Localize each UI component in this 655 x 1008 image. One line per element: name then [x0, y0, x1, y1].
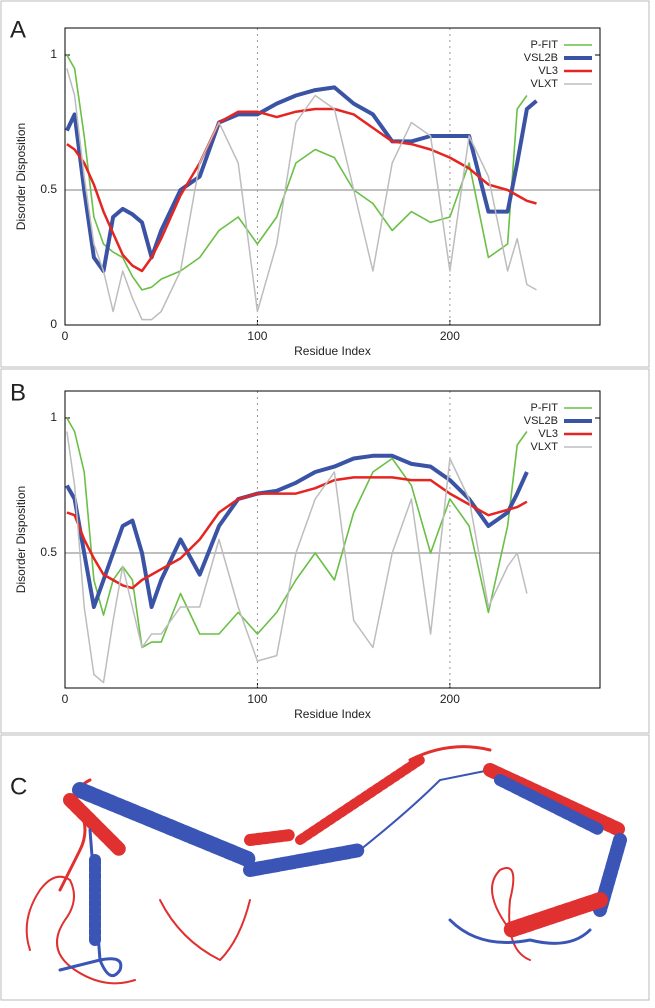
x-tick-label: 200	[440, 329, 460, 343]
legend-label: VL3	[538, 65, 558, 77]
helix	[72, 782, 258, 868]
x-tick-label: 100	[247, 692, 267, 706]
panel-frame	[0, 368, 650, 734]
coil	[359, 769, 491, 851]
y-tick-label: 0.5	[40, 182, 57, 196]
x-axis-label: Residue Index	[294, 344, 371, 358]
legend-label: VLXT	[530, 441, 558, 453]
x-tick-label: 0	[62, 329, 69, 343]
panel-label: C	[10, 773, 27, 800]
coil	[25, 875, 136, 985]
legend-label: P-FIT	[531, 39, 559, 51]
series-line	[66, 68, 537, 321]
x-tick-label: 100	[247, 329, 267, 343]
helix	[243, 843, 367, 877]
y-axis-label: Disorder Disposition	[14, 123, 28, 230]
plot-frame	[64, 390, 601, 689]
legend-label: VSL2B	[524, 415, 558, 427]
y-tick-label: 0.5	[40, 545, 57, 559]
plot-frame	[64, 27, 601, 326]
legend-label: VLXT	[530, 78, 558, 90]
helix	[295, 755, 425, 845]
coil	[159, 899, 251, 962]
legend-label: P-FIT	[531, 402, 559, 414]
series-line	[66, 476, 528, 590]
x-axis-label: Residue Index	[294, 707, 371, 721]
coil	[58, 828, 123, 978]
coil	[491, 867, 531, 961]
y-tick-label: 1	[50, 47, 57, 61]
protein-structure	[25, 745, 627, 985]
series-line	[66, 431, 528, 684]
legend-label: VL3	[538, 428, 558, 440]
y-tick-label: 1	[50, 410, 57, 424]
helix	[63, 793, 127, 857]
series-line	[66, 54, 528, 291]
helix	[244, 829, 296, 846]
coil	[448, 918, 592, 945]
panel-frame	[0, 0, 650, 368]
x-tick-label: 200	[440, 692, 460, 706]
y-axis-label: Disorder Disposition	[14, 486, 28, 593]
y-tick-label: 0	[50, 317, 57, 331]
panel-label: B	[10, 379, 26, 406]
series-line	[66, 107, 537, 273]
panel-frame	[0, 734, 650, 1001]
coil	[408, 745, 492, 762]
x-tick-label: 0	[62, 692, 69, 706]
helix	[494, 774, 606, 836]
panel-label: A	[10, 16, 26, 43]
helix	[502, 892, 608, 938]
series-line	[65, 85, 538, 273]
legend-label: VSL2B	[524, 52, 558, 64]
